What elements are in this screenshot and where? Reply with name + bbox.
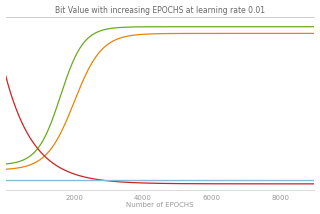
X-axis label: Number of EPOCHS: Number of EPOCHS (126, 202, 194, 208)
Title: Bit Value with increasing EPOCHS at learning rate 0.01: Bit Value with increasing EPOCHS at lear… (55, 6, 265, 15)
